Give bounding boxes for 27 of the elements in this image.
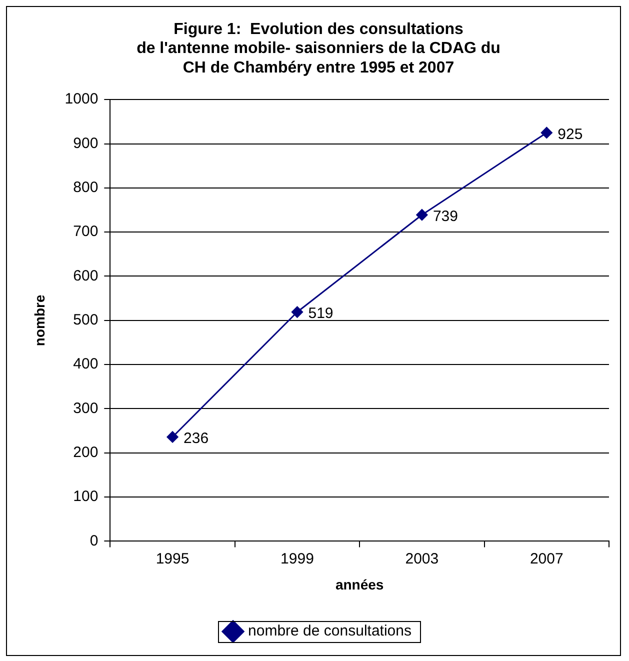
y-tick-label: 1000 [64, 90, 98, 108]
x-tick-label: 2007 [530, 550, 564, 568]
point [166, 431, 178, 443]
y-tick-label: 300 [73, 400, 98, 417]
x-tick-label: 1995 [156, 550, 190, 568]
y-tick-label: 100 [73, 488, 98, 506]
x-tick-label: 2003 [405, 550, 439, 568]
x-axis-title: années [335, 576, 384, 592]
point [416, 209, 428, 221]
point [291, 306, 303, 318]
legend-label: nombre de consultations [248, 622, 412, 640]
y-tick-label: 400 [73, 356, 98, 373]
y-tick-label: 600 [73, 267, 98, 284]
y-tick-label: 700 [73, 223, 98, 240]
y-tick-label: 0 [90, 532, 98, 550]
point [540, 126, 552, 138]
data-label: 236 [184, 430, 209, 448]
y-tick-label: 500 [73, 312, 98, 329]
y-tick-label: 900 [73, 134, 98, 152]
chart-title: Figure 1: Evolution des consultations de l'antenne mobile- saisonniers de la CDAG du CH de Chambéry entre 1995 et 2007 [136, 21, 500, 76]
data-label: 925 [558, 126, 583, 143]
data-label: 739 [432, 208, 458, 225]
x-tick-label: 1999 [280, 550, 314, 568]
y-axis-title: nombre [31, 294, 48, 346]
data-label: 519 [308, 305, 334, 322]
y-tick-label: 800 [73, 179, 98, 196]
y-tick-label: 200 [73, 444, 98, 462]
